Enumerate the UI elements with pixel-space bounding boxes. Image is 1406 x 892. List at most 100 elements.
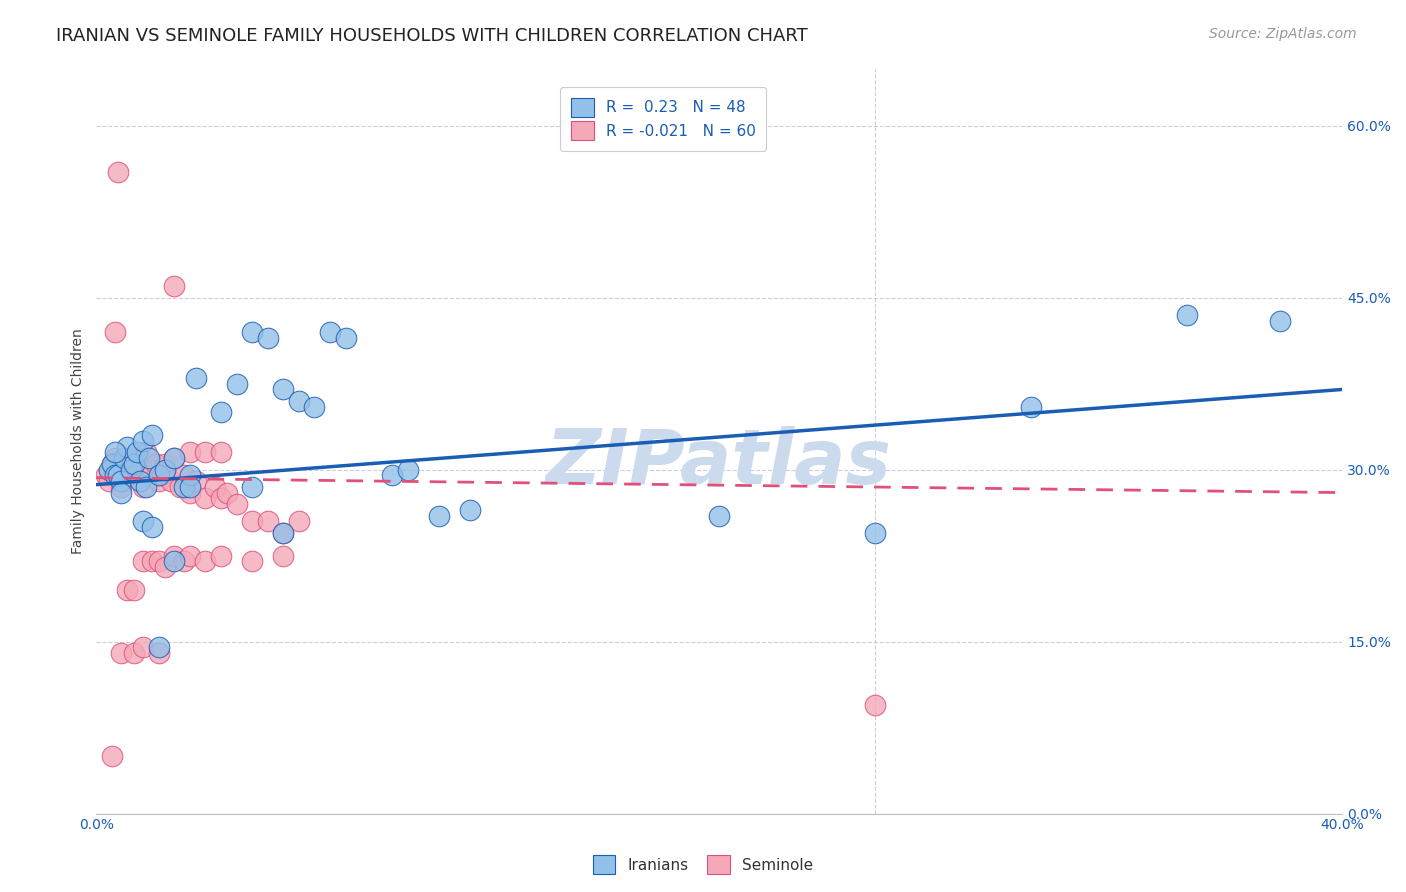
Point xyxy=(163,451,186,466)
Point xyxy=(117,582,139,597)
Point xyxy=(184,474,207,488)
Point xyxy=(148,554,170,568)
Point xyxy=(101,749,124,764)
Point xyxy=(256,514,278,528)
Point xyxy=(117,451,139,466)
Point xyxy=(427,508,450,523)
Text: ZIPatlas: ZIPatlas xyxy=(547,426,893,500)
Point xyxy=(148,640,170,655)
Point xyxy=(209,405,232,419)
Point xyxy=(129,474,152,488)
Point xyxy=(148,474,170,488)
Point xyxy=(179,480,201,494)
Point xyxy=(163,451,186,466)
Point xyxy=(132,480,155,494)
Point xyxy=(153,457,176,471)
Point xyxy=(160,474,183,488)
Point xyxy=(179,445,201,459)
Point xyxy=(117,440,139,454)
Point xyxy=(204,480,226,494)
Point xyxy=(271,525,294,540)
Point xyxy=(240,514,263,528)
Point xyxy=(148,646,170,660)
Point xyxy=(194,445,217,459)
Point xyxy=(225,376,247,391)
Point xyxy=(107,468,129,483)
Point xyxy=(153,463,176,477)
Point xyxy=(145,457,167,471)
Point xyxy=(129,451,152,466)
Point xyxy=(179,468,201,483)
Point xyxy=(141,463,163,477)
Point xyxy=(138,468,160,483)
Point xyxy=(110,485,132,500)
Point xyxy=(163,554,186,568)
Point xyxy=(104,325,127,339)
Point xyxy=(163,279,186,293)
Point xyxy=(94,468,117,483)
Point xyxy=(125,463,148,477)
Point xyxy=(173,480,195,494)
Point xyxy=(101,457,124,471)
Point xyxy=(141,520,163,534)
Point xyxy=(112,463,135,477)
Point xyxy=(240,325,263,339)
Point xyxy=(194,491,217,506)
Point xyxy=(304,400,326,414)
Point xyxy=(288,514,311,528)
Y-axis label: Family Households with Children: Family Households with Children xyxy=(72,328,86,554)
Point xyxy=(122,646,145,660)
Point xyxy=(209,491,232,506)
Legend: R =  0.23   N = 48, R = -0.021   N = 60: R = 0.23 N = 48, R = -0.021 N = 60 xyxy=(560,87,766,151)
Point xyxy=(122,457,145,471)
Point xyxy=(1175,308,1198,322)
Point xyxy=(179,549,201,563)
Point xyxy=(335,331,357,345)
Point xyxy=(112,451,135,466)
Point xyxy=(163,549,186,563)
Point xyxy=(110,480,132,494)
Point xyxy=(122,457,145,471)
Point xyxy=(1019,400,1042,414)
Point xyxy=(97,474,120,488)
Point xyxy=(132,434,155,448)
Point xyxy=(271,549,294,563)
Point xyxy=(120,463,142,477)
Point xyxy=(138,451,160,466)
Point xyxy=(173,554,195,568)
Text: Source: ZipAtlas.com: Source: ZipAtlas.com xyxy=(1209,27,1357,41)
Legend: Iranians, Seminole: Iranians, Seminole xyxy=(586,849,820,880)
Point xyxy=(169,480,191,494)
Text: IRANIAN VS SEMINOLE FAMILY HOUSEHOLDS WITH CHILDREN CORRELATION CHART: IRANIAN VS SEMINOLE FAMILY HOUSEHOLDS WI… xyxy=(56,27,808,45)
Point xyxy=(135,445,157,459)
Point xyxy=(863,698,886,712)
Point xyxy=(209,549,232,563)
Point xyxy=(240,480,263,494)
Point xyxy=(125,445,148,459)
Point xyxy=(863,525,886,540)
Point xyxy=(1268,314,1291,328)
Point xyxy=(122,582,145,597)
Point xyxy=(256,331,278,345)
Point xyxy=(288,393,311,408)
Point xyxy=(132,554,155,568)
Point xyxy=(104,445,127,459)
Point xyxy=(104,451,127,466)
Point xyxy=(101,457,124,471)
Point xyxy=(194,554,217,568)
Point xyxy=(381,468,404,483)
Point xyxy=(120,468,142,483)
Point xyxy=(104,468,127,483)
Point xyxy=(110,646,132,660)
Point xyxy=(148,468,170,483)
Point xyxy=(271,525,294,540)
Point xyxy=(107,468,129,483)
Point xyxy=(240,554,263,568)
Point xyxy=(153,560,176,574)
Point xyxy=(173,468,195,483)
Point xyxy=(271,383,294,397)
Point xyxy=(319,325,342,339)
Point xyxy=(141,428,163,442)
Point xyxy=(458,503,481,517)
Point xyxy=(184,371,207,385)
